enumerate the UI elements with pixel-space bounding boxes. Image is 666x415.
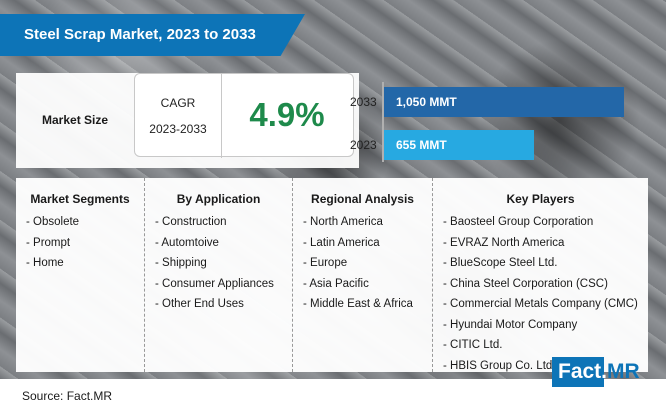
list-item: - China Steel Corporation (CSC) (443, 277, 608, 290)
column-heading: By Application (176, 192, 261, 206)
logo-part-1: Fact. (558, 360, 608, 383)
page-title: Steel Scrap Market, 2023 to 2033 (24, 26, 256, 43)
list-item: - HBIS Group Co. Ltd. (443, 359, 556, 372)
cagr-value: 4.9% (249, 96, 325, 133)
column-heading: Regional Analysis (311, 192, 414, 206)
cagr-period: 2023-2033 (149, 122, 207, 136)
list-item: - Other End Uses (155, 298, 244, 310)
cagr-divider (221, 74, 222, 158)
cagr-label: CAGR (160, 96, 196, 110)
column-market-segments: Market Segments - Obsolete - Prompt - Ho… (16, 178, 144, 372)
list-item: - Obsolete (26, 216, 80, 228)
column-heading: Key Players (506, 192, 575, 206)
title-banner: Steel Scrap Market, 2023 to 2033 (0, 14, 305, 56)
source-note: Source: Fact.MR (22, 389, 113, 403)
column-by-application: By Application - Construction - Automtoi… (144, 178, 292, 372)
list-item: - Commercial Metals Company (CMC) (443, 298, 638, 310)
list-item: - Prompt (26, 236, 71, 249)
bar-year-label: 2023 (350, 138, 377, 152)
bar-year-label: 2033 (350, 95, 377, 109)
list-item: - CITIC Ltd. (443, 339, 503, 351)
bar-axis (382, 82, 384, 162)
list-item: - Shipping (155, 257, 207, 269)
list-item: - BlueScope Steel Ltd. (443, 257, 558, 269)
bar-2033: 1,050 MMT (384, 87, 624, 117)
column-regional-analysis: Regional Analysis - North America - Lati… (292, 178, 432, 372)
fact-mr-logo: Fact.MR (552, 357, 662, 389)
market-size-panel: Market Size CAGR 2023-2033 4.9% (16, 73, 359, 168)
list-item: - Asia Pacific (303, 277, 369, 290)
details-panel: Market Segments - Obsolete - Prompt - Ho… (16, 178, 648, 372)
footer: Source: Fact.MR (0, 379, 666, 415)
bar-2023: 655 MMT (384, 130, 534, 160)
list-item: - Automtoive (155, 236, 219, 249)
column-key-players: Key Players - Baosteel Group Corporation… (432, 178, 648, 372)
list-item: - Middle East & Africa (303, 298, 413, 310)
logo-box (552, 357, 604, 387)
list-item: - Consumer Appliances (155, 277, 274, 290)
column-heading: Market Segments (30, 192, 130, 206)
cagr-box: CAGR 2023-2033 4.9% (134, 73, 354, 158)
list-item: - Europe (303, 257, 348, 269)
logo-text: Fact.MR (558, 360, 640, 384)
list-item: - Construction (155, 216, 227, 228)
list-item: - Home (26, 257, 64, 269)
list-item: - EVRAZ North America (443, 236, 565, 249)
list-item: - Hyundai Motor Company (443, 318, 578, 331)
list-item: - Baosteel Group Corporation (443, 216, 594, 228)
list-item: - North America (303, 216, 383, 228)
list-item: - Latin America (303, 236, 380, 249)
market-size-label: Market Size (42, 113, 109, 127)
logo-part-2: MR (607, 360, 640, 383)
market-size-chart: 2033 1,050 MMT 2023 655 MMT (336, 78, 631, 168)
